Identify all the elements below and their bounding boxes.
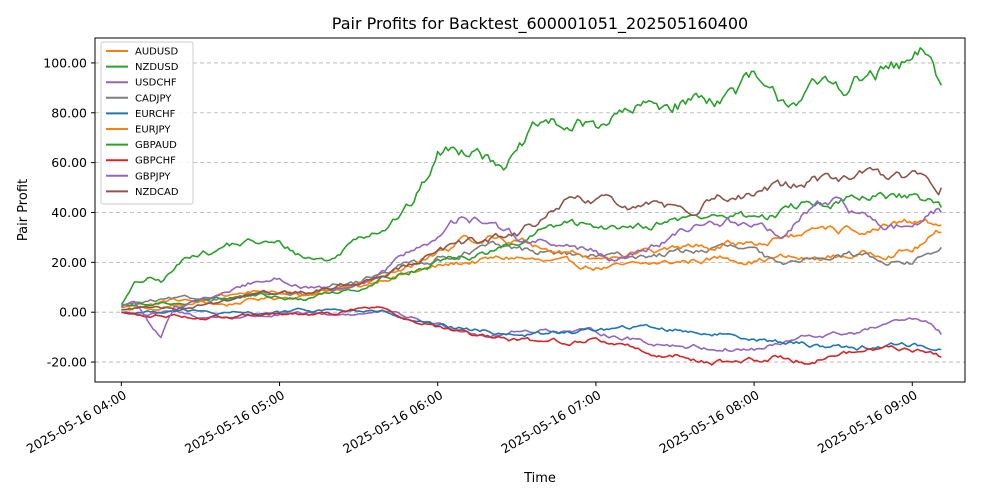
series-line-gbpchf [121, 305, 942, 366]
y-tick-label: 0.00 [59, 305, 87, 320]
legend-label: CADJPY [135, 93, 172, 104]
y-tick-label: 80.00 [51, 105, 87, 120]
legend-label: NZDCAD [135, 187, 179, 198]
y-axis: -20.00 0.00 20.00 40.00 60.00 80.00 100.00 [43, 55, 95, 370]
legend: AUDUSD NZDUSD USDCHF CADJPY EURCHF EURJPY GBPA… [100, 41, 194, 205]
y-axis-label: Pair Profit [16, 179, 31, 241]
y-tick-label: 20.00 [51, 255, 87, 270]
legend-label: USDCHF [135, 78, 177, 89]
y-tick-label: -20.00 [47, 355, 87, 370]
legend-label: EURJPY [135, 125, 171, 136]
series-line-audusd [121, 229, 942, 309]
legend-label: NZDUSD [135, 62, 179, 73]
series-line-nzdcad [121, 166, 943, 311]
chart-title: Pair Profits for Backtest_600001051_2025… [332, 14, 748, 34]
series-lines [120, 47, 943, 366]
legend-label: AUDUSD [135, 47, 179, 58]
series-line-eurchf [121, 307, 942, 352]
series-line-eurjpy [121, 218, 942, 311]
series-line-nzdusd [120, 47, 943, 306]
series-line-gbpaud [120, 191, 943, 308]
grid [95, 62, 965, 363]
y-tick-label: 40.00 [51, 205, 87, 220]
legend-label: GBPJPY [135, 171, 171, 182]
y-tick-label: 60.00 [51, 155, 87, 170]
legend-label: GBPAUD [135, 140, 177, 151]
legend-label: GBPCHF [135, 156, 176, 167]
y-tick-label: 100.00 [43, 55, 87, 70]
x-axis-label: Time [523, 471, 556, 486]
legend-label: EURCHF [135, 109, 176, 120]
series-line-gbpjpy [121, 196, 942, 339]
plot-frame [94, 37, 966, 383]
